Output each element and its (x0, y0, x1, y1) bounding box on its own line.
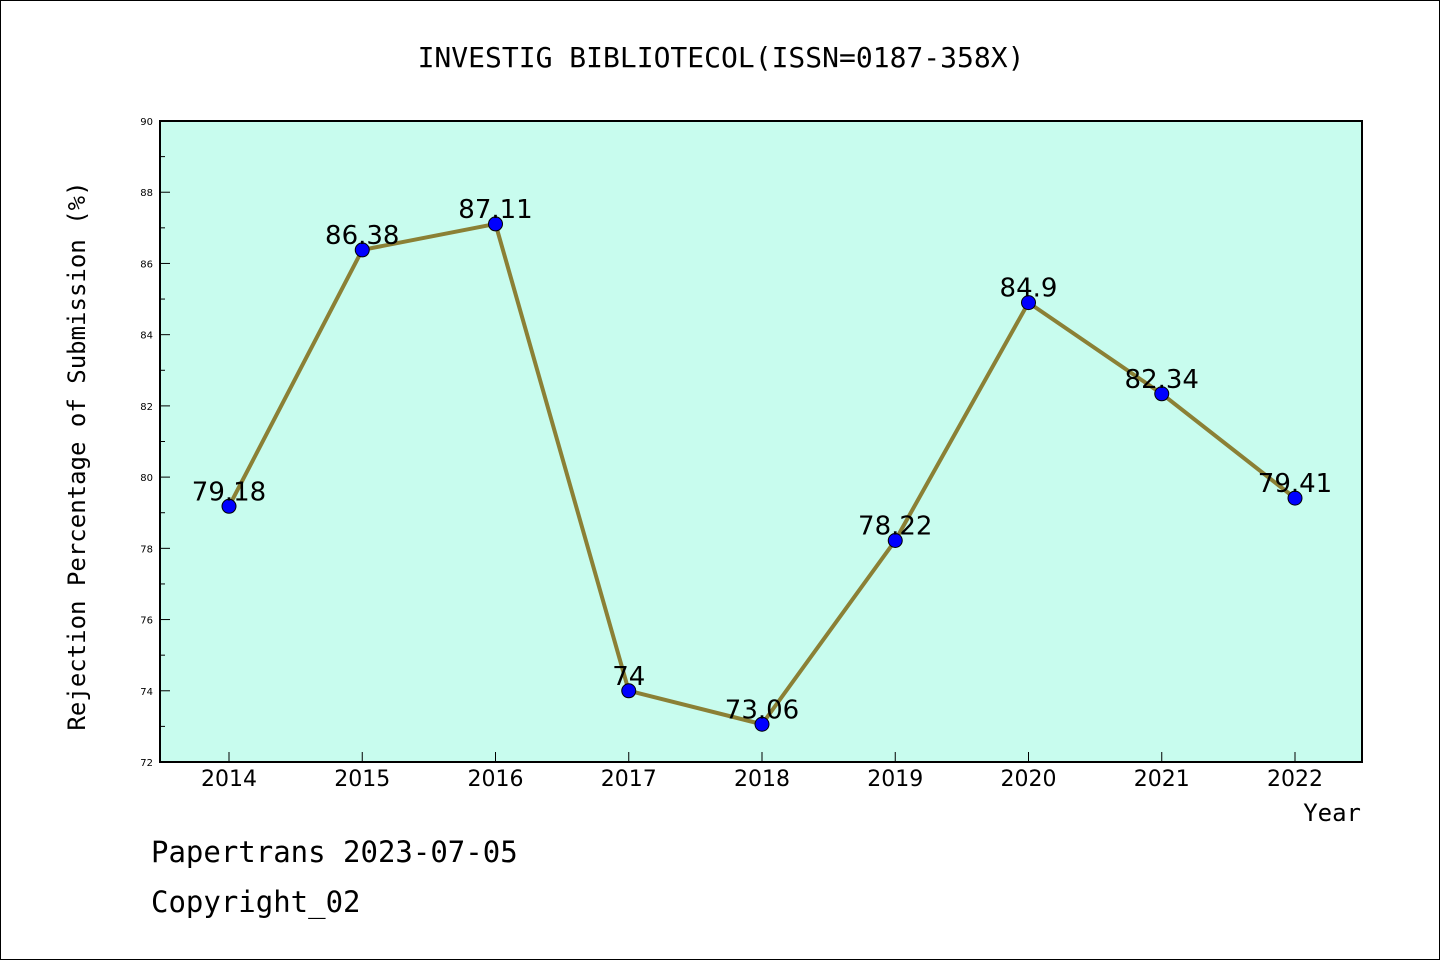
x-tick-label: 2021 (1134, 767, 1190, 792)
x-tick-label: 2022 (1267, 767, 1323, 792)
y-tick-label: 88 (140, 188, 153, 199)
plot-area (159, 120, 1363, 763)
data-point (488, 216, 503, 232)
y-axis-title: Rejection Percentage of Submission (%) (63, 181, 91, 730)
y-tick-label: 78 (140, 544, 153, 555)
y-tick-label: 86 (140, 259, 153, 270)
data-point (754, 716, 770, 732)
data-label: 82.34 (1125, 365, 1199, 395)
x-tick-label: 2020 (1001, 767, 1057, 792)
y-tick-label: 72 (140, 758, 153, 769)
data-point (1154, 386, 1170, 402)
x-tick-label: 2017 (601, 767, 657, 792)
data-point (1021, 295, 1036, 311)
y-axis: 72 74 76 78 80 82 84 86 88 90 (140, 117, 170, 769)
chart-title: INVESTIG BIBLIOTECOL(ISSN=0187-358X) (418, 41, 1025, 74)
y-tick-label: 74 (140, 687, 153, 698)
data-point (221, 498, 237, 514)
data-label: 73.06 (725, 695, 799, 725)
series (221, 216, 1303, 732)
data-label: 84.9 (1000, 274, 1058, 304)
data-label: 74 (612, 662, 645, 692)
y-tick-label: 82 (140, 402, 153, 413)
data-label: 79.18 (192, 477, 266, 507)
footer-date: Papertrans 2023-07-05 (151, 835, 518, 869)
y-tick-label: 90 (140, 117, 153, 128)
x-tick-label: 2016 (468, 767, 524, 792)
data-label: 86.38 (325, 221, 399, 251)
data-label: 78.22 (858, 511, 932, 541)
x-tick-label: 2014 (201, 767, 257, 792)
data-label: 87.11 (458, 195, 532, 225)
y-tick-label: 76 (140, 616, 153, 627)
x-tick-label: 2015 (334, 767, 390, 792)
data-point (887, 532, 903, 548)
footer-copyright: Copyright_02 (151, 885, 361, 919)
data-point (354, 242, 370, 258)
data-point (1287, 490, 1303, 506)
data-label: 79.41 (1258, 469, 1332, 499)
x-tick-label: 2018 (734, 767, 790, 792)
y-tick-label: 80 (140, 473, 153, 484)
y-tick-label: 84 (140, 331, 153, 342)
x-axis-title: Year (1303, 799, 1361, 827)
x-tick-label: 2019 (867, 767, 923, 792)
x-axis: 2014 2015 2016 2017 2018 2019 2020 2021 2022 (201, 752, 1323, 792)
data-point (621, 683, 637, 699)
data-labels: 79.18 86.38 87.11 74 73.06 78.22 84.9 82.34 79.4… (192, 195, 1332, 725)
